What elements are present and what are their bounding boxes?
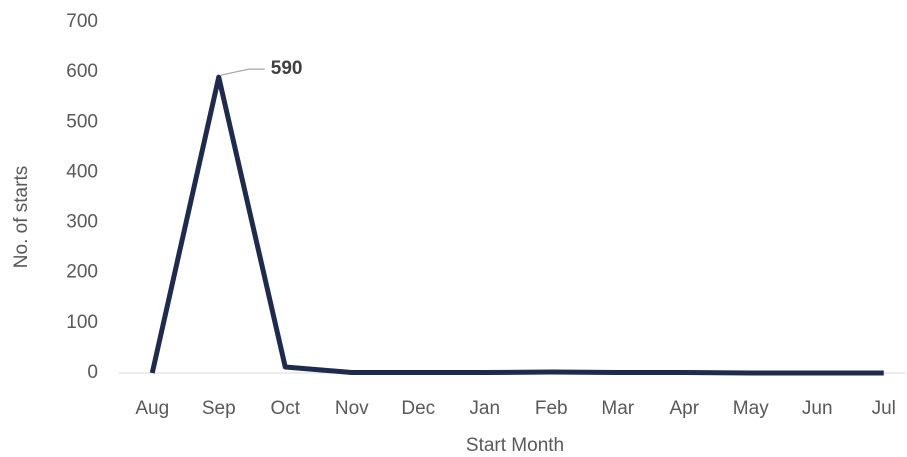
- x-tick-label: Sep: [202, 398, 236, 419]
- y-tick-label: 300: [66, 212, 98, 233]
- x-tick-label: Mar: [601, 398, 634, 419]
- x-tick-label: Oct: [270, 398, 300, 419]
- x-tick-label: Jul: [872, 398, 896, 419]
- x-tick-label: Nov: [335, 398, 369, 419]
- y-tick-label: 500: [66, 111, 98, 132]
- x-tick-label: Jan: [469, 398, 500, 419]
- x-axis-title: Start Month: [466, 435, 564, 456]
- data-line: [149, 74, 884, 376]
- leader-line: [220, 68, 265, 76]
- y-tick-label: 600: [66, 61, 98, 82]
- x-tick-label: Aug: [135, 398, 169, 419]
- data-label: 590: [271, 58, 303, 79]
- y-tick-label: 0: [87, 362, 98, 383]
- x-tick-label: Feb: [535, 398, 568, 419]
- y-tick-label: 700: [66, 11, 98, 32]
- x-tick-label: Apr: [669, 398, 699, 419]
- x-tick-label: May: [733, 398, 769, 419]
- y-tick-label: 100: [66, 312, 98, 333]
- x-tick-label: Jun: [802, 398, 833, 419]
- y-axis-title: No. of starts: [11, 166, 32, 268]
- y-tick-label: 400: [66, 161, 98, 182]
- x-tick-label: Dec: [401, 398, 435, 419]
- y-tick-label: 200: [66, 262, 98, 283]
